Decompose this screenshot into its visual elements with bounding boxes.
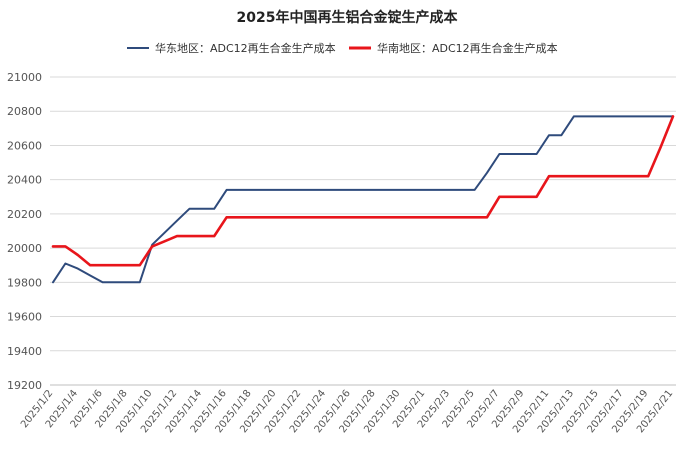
y-tick-label: 20400 [7,174,42,187]
y-tick-label: 19200 [7,379,42,392]
legend-label-east-china: 华东地区：ADC12再生合金生产成本 [155,41,336,55]
y-tick-label: 21000 [7,71,42,84]
series-layer [51,115,675,284]
y-tick-label: 19400 [7,345,42,358]
x-axis: 2025/1/22025/1/42025/1/62025/1/82025/1/1… [19,384,676,435]
y-tick-label: 19600 [7,311,42,324]
series-line-east-china [52,115,674,284]
y-tick-label: 19800 [7,276,42,289]
chart-title: 2025年中国再生铝合金锭生产成本 [237,9,459,26]
y-tick-label: 20600 [7,139,42,152]
series-line-south-china [51,115,675,267]
legend-label-south-china: 华南地区：ADC12再生合金生产成本 [377,41,558,55]
y-tick-label: 20200 [7,208,42,221]
grid-lines [50,76,676,386]
y-tick-label: 20000 [7,242,42,255]
legend: 华东地区：ADC12再生合金生产成本 华南地区：ADC12再生合金生产成本 [127,41,558,55]
y-tick-label: 20800 [7,105,42,118]
y-axis: 19200 19400 19600 19800 20000 20200 20400 20600… [7,71,42,392]
